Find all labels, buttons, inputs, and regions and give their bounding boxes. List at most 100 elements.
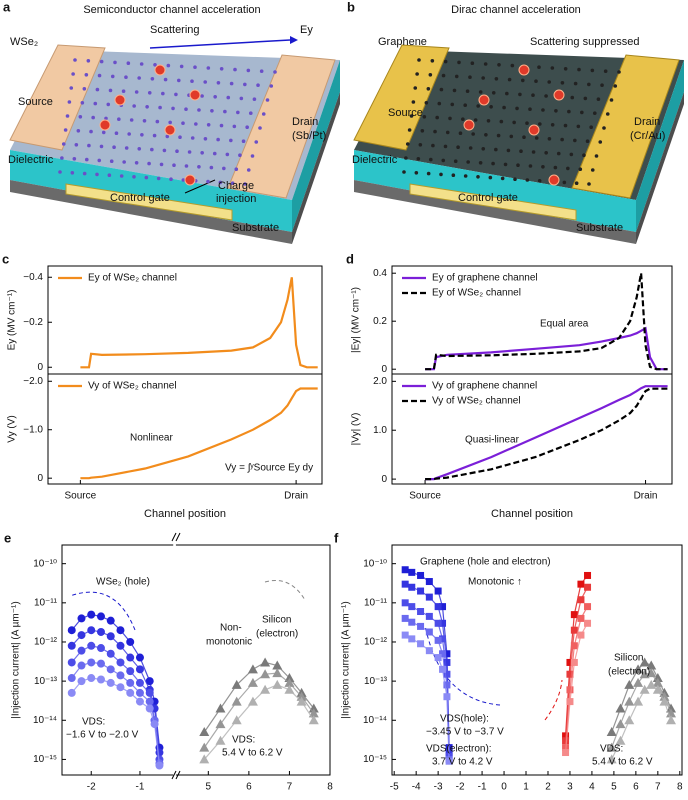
lattice-atom <box>439 87 444 92</box>
lattice-atom <box>95 87 100 92</box>
lattice-atom <box>225 152 230 157</box>
y-tick-label: 10⁻¹³ <box>34 676 58 687</box>
data-point <box>624 715 635 725</box>
diagram-label: Substrate <box>576 222 623 234</box>
data-point <box>445 757 453 765</box>
lattice-atom <box>178 135 182 139</box>
lattice-atom <box>411 100 416 104</box>
annotation: Equal area <box>540 319 589 330</box>
panel-letter: e <box>4 530 11 545</box>
axis-break <box>171 532 181 780</box>
lattice-atom <box>544 151 548 155</box>
data-point <box>577 614 585 622</box>
lattice-atom <box>60 156 64 160</box>
lattice-atom <box>176 78 181 83</box>
panel-letter: d <box>346 251 354 266</box>
lattice-atom <box>602 126 606 130</box>
lattice-atom <box>556 151 561 156</box>
data-point <box>577 596 585 604</box>
substrate-side <box>636 92 684 244</box>
lattice-atom <box>187 150 192 154</box>
lattice-atom <box>415 72 419 76</box>
lattice-atom <box>443 144 448 149</box>
lattice-atom <box>216 81 221 85</box>
lattice-atom <box>431 143 435 148</box>
lattice-atom <box>89 129 93 134</box>
data-point <box>199 754 210 764</box>
data-point <box>633 664 644 674</box>
series-connector <box>71 661 161 764</box>
charge-carrier <box>463 119 475 131</box>
lattice-atom <box>596 97 601 101</box>
annotation: VDS: <box>232 735 255 746</box>
data-point <box>116 683 125 692</box>
y-axis-label: |Vy| (V) <box>351 413 362 446</box>
data-point <box>135 697 144 706</box>
diagram-label: injection <box>216 193 256 205</box>
lattice-atom <box>507 77 512 82</box>
lattice-atom <box>422 115 427 119</box>
series-line <box>425 387 668 481</box>
data-point <box>231 679 242 689</box>
data-point <box>145 704 154 713</box>
lattice-atom <box>505 91 509 96</box>
annotation: −3.45 V to −3.7 V <box>426 727 504 738</box>
annotation: Quasi-linear <box>465 435 520 446</box>
lattice-atom <box>402 170 406 174</box>
y-tick-label: 0 <box>37 473 43 484</box>
data-point <box>443 670 451 678</box>
panel-letter: a <box>3 0 11 14</box>
data-point <box>145 697 154 706</box>
data-point <box>199 742 210 752</box>
data-point <box>145 677 154 686</box>
x-tick-label: 3 <box>567 782 573 793</box>
lattice-atom <box>466 160 470 164</box>
lattice-atom <box>152 133 157 138</box>
y-axis-label: Ey (MV cm⁻¹) <box>7 290 18 351</box>
lattice-atom <box>567 109 571 114</box>
lattice-atom <box>433 129 437 134</box>
lattice-atom <box>473 118 478 122</box>
y-tick-label: 0.4 <box>373 268 387 279</box>
y-tick-label: 10⁻¹³ <box>364 676 388 687</box>
data-point <box>401 580 409 588</box>
annotation: (electron) <box>608 667 650 678</box>
data-point <box>87 626 96 635</box>
x-tick-label: 2 <box>545 782 551 793</box>
data-point <box>570 626 578 634</box>
data-point <box>652 684 663 694</box>
x-tick-label: 5 <box>611 782 617 793</box>
lattice-atom <box>65 114 70 118</box>
legend-label: Vy of WSe₂ channel <box>88 381 177 392</box>
lattice-atom <box>468 75 472 79</box>
lattice-atom <box>61 142 66 146</box>
panel-letter: f <box>334 530 339 545</box>
x-axis-label: VGS − Vth or VGS − VDirac (V) <box>460 799 615 800</box>
data-point <box>126 637 135 646</box>
lattice-atom <box>476 175 480 179</box>
lattice-atom <box>194 122 198 126</box>
annotation: Monotonic ↑ <box>468 577 522 588</box>
lattice-atom <box>161 91 165 96</box>
charge-carrier <box>518 64 530 76</box>
diagram-label: Control gate <box>458 192 518 204</box>
lattice-atom <box>547 80 552 84</box>
data-point <box>106 632 115 641</box>
data-point <box>425 628 433 636</box>
lattice-atom <box>476 104 480 108</box>
lattice-atom <box>93 101 98 106</box>
data-point <box>577 631 585 639</box>
lattice-atom <box>451 173 456 177</box>
lattice-atom <box>184 164 189 168</box>
data-point <box>646 679 657 689</box>
lattice-atom <box>119 174 124 178</box>
lattice-atom <box>150 147 154 152</box>
lattice-atom <box>203 80 208 84</box>
lattice-atom <box>426 87 431 91</box>
lattice-atom <box>259 69 264 73</box>
series-line <box>425 326 668 371</box>
lattice-atom <box>84 157 89 162</box>
lattice-atom <box>124 75 128 79</box>
lattice-atom <box>506 148 511 153</box>
lattice-atom <box>203 137 208 141</box>
